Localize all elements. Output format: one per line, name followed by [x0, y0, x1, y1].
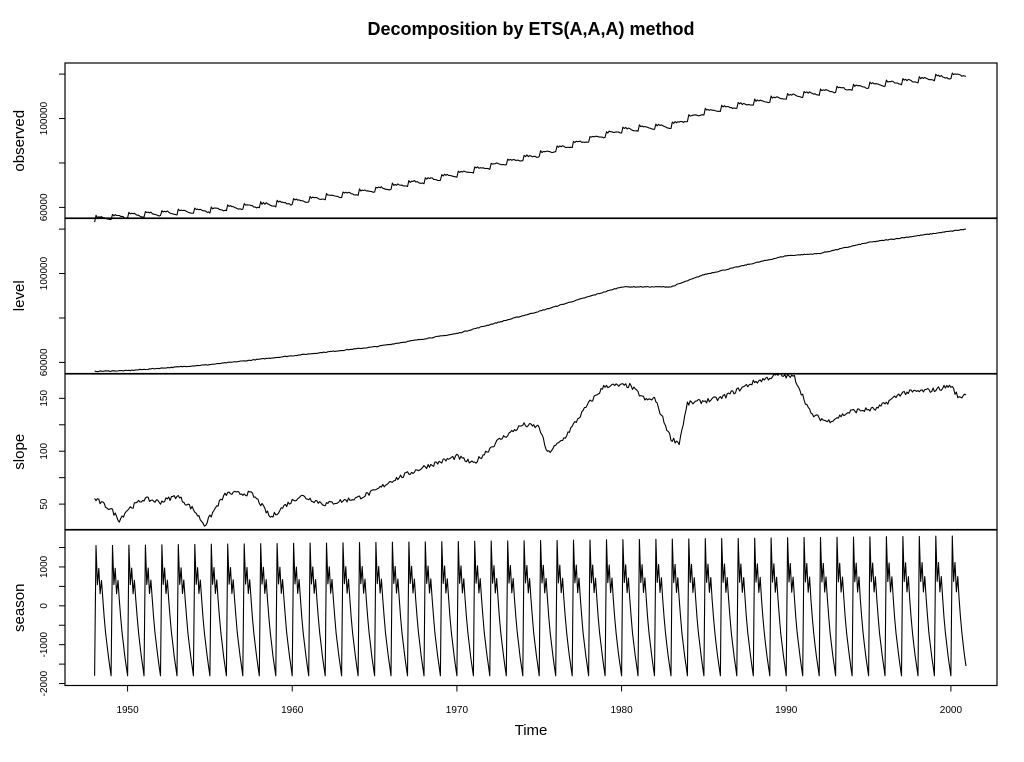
panels-layer: 60000 100000 observed 60000 100000 level 50 100…: [11, 62, 998, 696]
x-tick-label: 1970: [446, 705, 469, 716]
panel-season: -2000 -1000 0 1000 season: [11, 529, 998, 696]
y-tick-label-season: -1000: [39, 631, 50, 657]
y-tick-label-season: 0: [39, 603, 50, 609]
x-tick-label: 1980: [610, 705, 633, 716]
series-line-observed: [94, 72, 967, 223]
y-tick-label-season: 1000: [39, 555, 50, 578]
panel-level: 60000 100000 level: [11, 217, 998, 376]
panel-frame-level: [64, 217, 998, 375]
y-tick-label-slope: 50: [39, 498, 50, 510]
panel-frame-observed: [64, 62, 998, 220]
y-axis-label-slope: slope: [11, 434, 28, 470]
series-line-slope: [94, 372, 967, 527]
x-tick-label: 1990: [775, 705, 798, 716]
panel-observed: 60000 100000 observed: [11, 62, 998, 223]
x-axis: 1950 1960 1970 1980 1990 2000: [116, 685, 963, 716]
y-tick-label-slope: 150: [39, 390, 50, 407]
panel-slope: 50 100 150 slope: [11, 372, 998, 531]
y-tick-label-season: -2000: [39, 670, 50, 696]
y-axis-label-observed: observed: [11, 110, 28, 172]
y-tick-label-level: 60000: [39, 348, 50, 376]
y-tick-label-slope: 100: [39, 442, 50, 459]
panel-frame-season: [64, 529, 998, 687]
series-line-season: [94, 535, 967, 677]
x-axis-label: Time: [515, 722, 548, 739]
panel-frame-slope: [64, 373, 998, 531]
y-tick-label-observed: 60000: [39, 193, 50, 221]
x-tick-label: 2000: [940, 705, 963, 716]
y-tick-label-level: 100000: [39, 256, 50, 290]
chart-title: Decomposition by ETS(A,A,A) method: [367, 19, 694, 39]
x-tick-label: 1950: [116, 705, 139, 716]
y-axis-label-level: level: [11, 280, 28, 311]
y-tick-label-observed: 100000: [39, 101, 50, 135]
x-tick-label: 1960: [281, 705, 304, 716]
series-line-level: [94, 228, 967, 373]
y-axis-label-season: season: [11, 584, 28, 632]
